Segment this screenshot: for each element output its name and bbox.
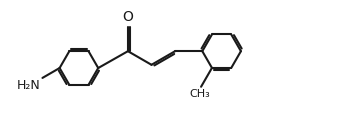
Text: O: O [122,10,133,24]
Text: CH₃: CH₃ [190,89,210,99]
Text: H₂N: H₂N [17,79,40,92]
